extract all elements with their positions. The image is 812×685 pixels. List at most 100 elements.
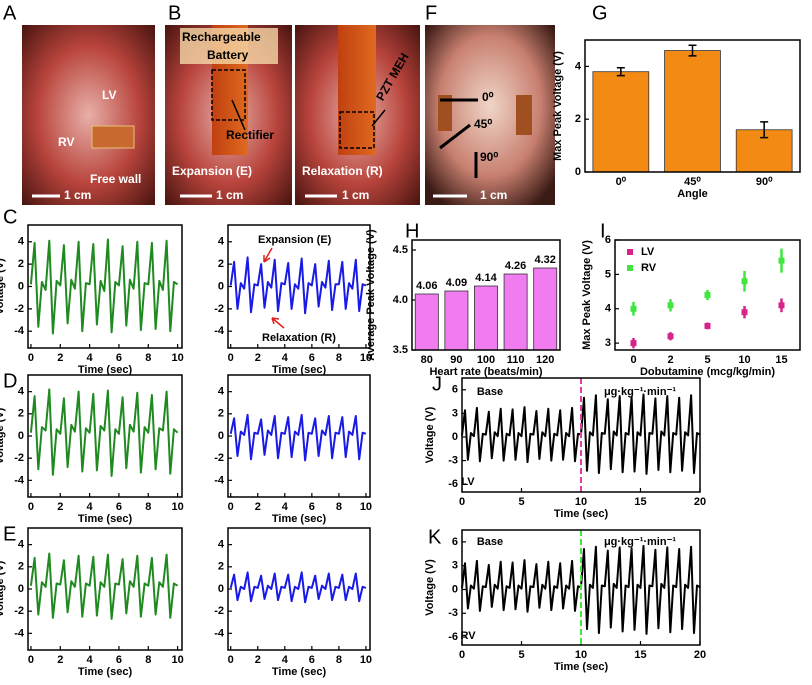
photo-label: 0⁰ <box>482 90 494 104</box>
y-tick-label: -2 <box>14 605 24 617</box>
y-tick-label: 4 <box>218 386 225 398</box>
arrow <box>371 109 386 127</box>
y-tick-label: 2 <box>18 561 24 573</box>
plot-frame <box>27 374 183 498</box>
y-tick-label: 3 <box>452 560 458 572</box>
x-tick-label: 0 <box>459 496 465 508</box>
y-tick-label: 4 <box>18 386 25 398</box>
trace <box>29 552 179 620</box>
legend-swatch <box>627 265 633 271</box>
x-tick-label: 10 <box>575 496 587 508</box>
x-tick-label: 20 <box>694 496 706 508</box>
y-tick-label: -4 <box>214 627 225 639</box>
y-tick-label: 4 <box>218 539 225 551</box>
y-tick-label: -3 <box>448 454 458 466</box>
photo-label: Battery <box>207 48 249 62</box>
annotation: Relaxation (R) <box>262 332 336 344</box>
photo-label: LV <box>102 88 116 102</box>
y-tick-label: 0 <box>452 583 458 595</box>
y-tick-label: -6 <box>448 631 458 643</box>
y-tick-label: 6 <box>605 234 611 246</box>
photo-a: LV RV Free wall 1 cm <box>22 25 155 205</box>
panel-label: B <box>168 2 181 24</box>
trace <box>29 388 179 477</box>
point <box>778 302 785 309</box>
plot-frame <box>461 377 701 493</box>
x-tick-label: 90⁰ <box>756 176 773 188</box>
x-tick-label: 0 <box>228 654 234 666</box>
photo-label: Rectifier <box>226 128 274 142</box>
y-tick-label: 0 <box>18 280 24 292</box>
y-tick-label: 4 <box>605 303 612 315</box>
device <box>338 25 376 155</box>
point <box>630 305 637 312</box>
x-axis-label: Time (sec) <box>272 364 327 376</box>
plot-frame <box>614 239 801 351</box>
value-label: 4.06 <box>416 280 437 292</box>
x-tick-label: 2 <box>667 354 673 366</box>
photo-label: RV <box>58 135 74 149</box>
y-tick-label: -4 <box>14 325 25 337</box>
annotation: RV <box>460 630 476 642</box>
photo-label: 45⁰ <box>474 117 492 131</box>
plot-frame <box>227 374 371 498</box>
x-tick-label: 6 <box>116 352 122 364</box>
x-tick-label: 2 <box>255 501 261 513</box>
panel-label: I <box>600 220 606 242</box>
annotation: Base <box>477 386 503 398</box>
y-tick-label: 2 <box>218 408 224 420</box>
photo-label: 90⁰ <box>480 150 498 164</box>
scale-label: 1 cm <box>342 188 369 202</box>
y-tick-label: 6 <box>452 384 458 396</box>
x-tick-label: 8 <box>145 352 151 364</box>
y-tick-label: 0 <box>18 430 24 442</box>
x-tick-label: 4 <box>282 501 289 513</box>
photo-b-left: Rechargeable Battery Rectifier Expansion… <box>165 25 292 205</box>
point <box>778 257 785 264</box>
error-bar <box>688 44 697 57</box>
x-tick-label: 10 <box>360 654 372 666</box>
y-axis-label: Voltage (V) <box>0 560 6 617</box>
x-tick-label: 6 <box>309 352 315 364</box>
x-tick-label: 8 <box>336 654 342 666</box>
x-tick-label: 15 <box>634 496 646 508</box>
x-tick-label: 2 <box>255 654 261 666</box>
x-tick-label: 0 <box>28 654 34 666</box>
bar <box>444 290 469 351</box>
x-axis-label: Time (sec) <box>78 364 133 376</box>
x-tick-label: 5 <box>704 354 710 366</box>
photo-label: Rechargeable <box>182 30 261 44</box>
panel-label: C <box>3 206 17 228</box>
value-label: 4.32 <box>534 254 555 266</box>
bar <box>503 273 528 351</box>
panel-label: K <box>428 526 442 548</box>
photo-f: 0⁰ 45⁰ 90⁰ 1 cm <box>425 25 555 205</box>
y-tick-label: -4 <box>14 474 25 486</box>
y-tick-label: 4 <box>18 236 25 248</box>
x-tick-label: 4 <box>87 501 94 513</box>
x-tick-label: 120 <box>536 354 554 366</box>
arrow <box>231 99 246 131</box>
plot-frame <box>27 527 183 651</box>
y-tick-label: 5 <box>605 268 611 280</box>
x-tick-label: 6 <box>116 654 122 666</box>
point <box>630 340 637 347</box>
y-tick-label: 2 <box>218 561 224 573</box>
y-tick-label: 0 <box>18 583 24 595</box>
point <box>667 302 674 309</box>
x-axis-label: Time (sec) <box>78 513 133 525</box>
y-tick-label: 0 <box>575 166 581 178</box>
y-tick-label: -4 <box>14 627 25 639</box>
y-tick-label: 2 <box>18 408 24 420</box>
x-tick-label: 80 <box>421 354 433 366</box>
device <box>91 125 135 149</box>
y-tick-label: 4 <box>218 236 225 248</box>
plot-frame <box>461 529 701 646</box>
x-tick-label: 0 <box>228 352 234 364</box>
x-tick-label: 4 <box>282 352 289 364</box>
x-tick-label: 15 <box>634 649 646 661</box>
point <box>667 333 674 340</box>
error-bar <box>616 66 625 77</box>
box <box>211 69 246 121</box>
